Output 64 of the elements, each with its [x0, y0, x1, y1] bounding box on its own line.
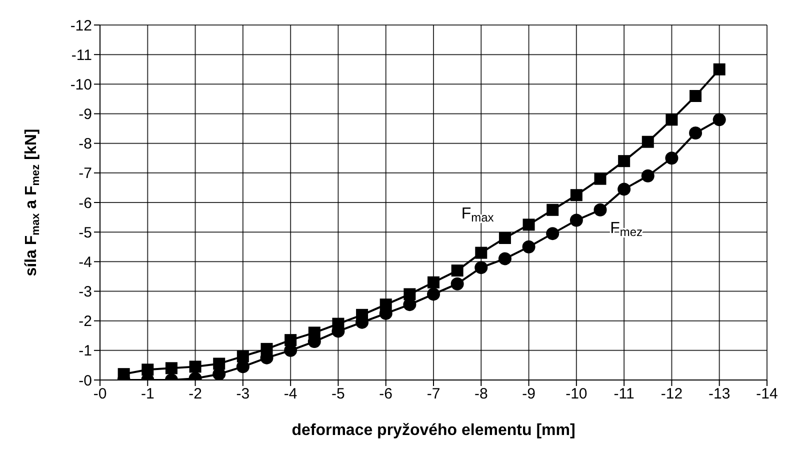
x-tick-label: -14: [756, 386, 778, 403]
point: [594, 172, 606, 185]
y-tick-label: -7: [78, 165, 92, 182]
y-tick-label: -5: [78, 224, 92, 242]
point: [570, 214, 583, 227]
point: [284, 334, 297, 346]
point: [618, 182, 631, 196]
point: [546, 227, 560, 240]
y-tick-label: -12: [70, 17, 92, 34]
point: [236, 360, 250, 374]
x-tick-label: -2: [188, 386, 202, 403]
point: [641, 169, 654, 182]
point: [498, 232, 511, 244]
y-tick-label: -3: [78, 284, 92, 301]
point: [212, 368, 226, 380]
point: [690, 90, 702, 102]
point: [450, 277, 464, 290]
y-tick-label: -0: [78, 372, 92, 390]
x-tick-label: -12: [660, 386, 683, 403]
y-tick-label: -11: [71, 46, 92, 64]
x-tick-label: -7: [426, 386, 440, 403]
y-tick-label: -10: [70, 76, 92, 94]
point: [618, 155, 630, 168]
point: [666, 114, 678, 126]
point: [522, 218, 535, 231]
point: [546, 204, 559, 216]
point: [404, 288, 416, 300]
x-tick-label: -9: [522, 386, 536, 403]
x-tick-label: -4: [284, 386, 298, 403]
point: [594, 203, 607, 216]
point: [403, 298, 416, 312]
point: [165, 362, 178, 374]
point: [213, 358, 226, 370]
point: [570, 189, 582, 202]
x-tick-label: -8: [474, 386, 488, 403]
x-tick-label: -11: [614, 386, 634, 403]
point: [665, 152, 678, 165]
x-tick-label: -3: [236, 386, 250, 403]
point: [428, 276, 440, 288]
x-tick-label: -6: [379, 386, 393, 403]
point: [189, 360, 202, 373]
y-tick-label: -1: [78, 342, 92, 360]
point: [451, 264, 464, 277]
y-tick-label: -4: [78, 254, 92, 271]
x-tick-label: -10: [566, 386, 588, 403]
point: [713, 63, 726, 76]
y-tick-label: -6: [78, 194, 92, 212]
x-tick-label: -0: [93, 386, 107, 403]
point: [142, 364, 154, 376]
point: [642, 136, 654, 148]
point: [474, 261, 488, 274]
x-tick-label: -13: [708, 386, 730, 403]
x-axis-title: deformace pryžového elementu [mm]: [292, 422, 576, 439]
y-tick-label: -9: [78, 106, 92, 124]
point: [427, 288, 440, 301]
point: [712, 113, 726, 126]
point: [498, 252, 512, 266]
point: [689, 126, 702, 140]
x-tick-label: -1: [140, 386, 154, 403]
y-tick-label: -2: [78, 313, 92, 330]
y-tick-label: -8: [78, 136, 92, 153]
point: [522, 240, 536, 254]
point: [475, 246, 488, 259]
x-tick-label: -5: [332, 386, 345, 403]
